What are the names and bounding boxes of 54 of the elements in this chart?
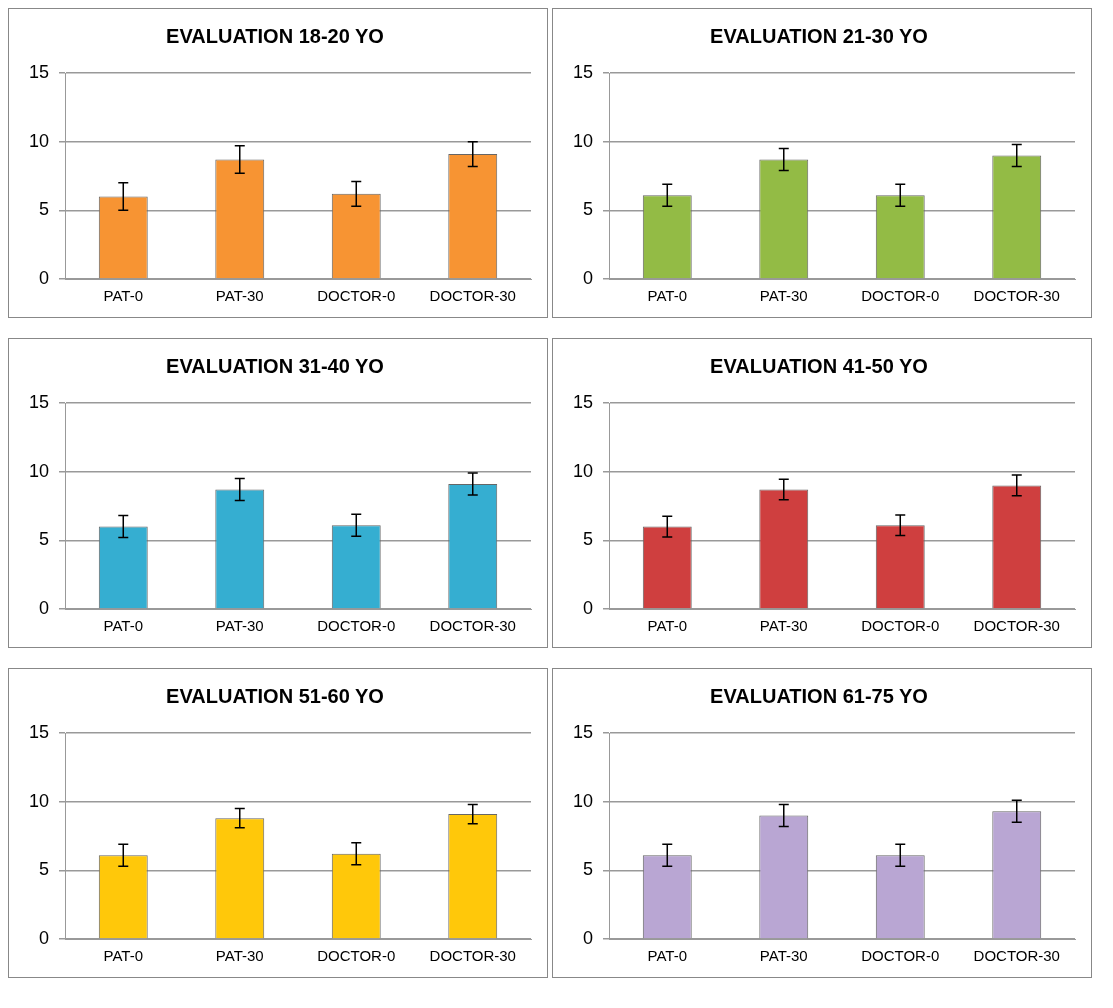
y-tick-label: 15 (572, 391, 594, 412)
y-tick-label: 10 (28, 130, 50, 151)
x-tick-label: DOCTOR-0 (861, 947, 940, 965)
x-tick-label: PAT-0 (647, 947, 687, 965)
x-tick-label: DOCTOR-0 (317, 617, 396, 635)
y-tick-label: 0 (583, 267, 594, 288)
y-tick-label: 15 (28, 721, 50, 742)
y-tick-label: 0 (583, 597, 594, 618)
x-tick-label: PAT-0 (647, 617, 687, 635)
x-tick-label: PAT-30 (215, 287, 264, 305)
y-tick-label: 5 (39, 199, 50, 220)
y-tick-label: 10 (28, 460, 50, 481)
y-tick-label: 0 (39, 597, 50, 618)
x-tick-label: DOCTOR-30 (973, 287, 1060, 305)
y-tick-label: 5 (39, 529, 50, 550)
x-tick-label: PAT-30 (215, 947, 264, 965)
y-tick-label: 15 (572, 61, 594, 82)
x-tick-label: DOCTOR-30 (973, 617, 1060, 635)
x-tick-label: DOCTOR-0 (317, 947, 396, 965)
x-tick-label: PAT-0 (103, 287, 143, 305)
y-tick-label: 0 (39, 927, 50, 948)
y-tick-label: 10 (572, 130, 594, 151)
x-tick-label: PAT-0 (103, 947, 143, 965)
x-tick-label: DOCTOR-30 (429, 287, 516, 305)
y-tick-label: 5 (583, 859, 594, 880)
x-tick-label: DOCTOR-30 (429, 947, 516, 965)
x-tick-label: DOCTOR-0 (861, 287, 940, 305)
chart-title: EVALUATION 51-60 YO (166, 684, 384, 707)
x-tick-label: PAT-30 (759, 947, 808, 965)
x-tick-label: PAT-30 (215, 617, 264, 635)
chart-title: EVALUATION 41-50 YO (710, 354, 928, 377)
y-tick-label: 5 (583, 199, 594, 220)
y-tick-label: 5 (39, 859, 50, 880)
y-tick-label: 15 (28, 61, 50, 82)
chart-title: EVALUATION 18-20 YO (166, 24, 384, 47)
chart-title: EVALUATION 31-40 YO (166, 354, 384, 377)
x-tick-label: DOCTOR-0 (861, 617, 940, 635)
y-tick-label: 0 (583, 927, 594, 948)
x-tick-label: PAT-0 (647, 287, 687, 305)
x-tick-label: PAT-0 (103, 617, 143, 635)
y-tick-label: 10 (28, 790, 50, 811)
y-tick-label: 15 (572, 721, 594, 742)
chart-title: EVALUATION 21-30 YO (710, 24, 928, 47)
y-tick-label: 10 (572, 790, 594, 811)
x-tick-label: DOCTOR-30 (973, 947, 1060, 965)
x-tick-label: DOCTOR-30 (429, 617, 516, 635)
x-tick-label: PAT-30 (759, 617, 808, 635)
y-tick-label: 10 (572, 460, 594, 481)
y-tick-label: 5 (583, 529, 594, 550)
chart-title: EVALUATION 61-75 YO (710, 684, 928, 707)
y-tick-label: 0 (39, 267, 50, 288)
x-tick-label: DOCTOR-0 (317, 287, 396, 305)
y-tick-label: 15 (28, 391, 50, 412)
x-tick-label: PAT-30 (759, 287, 808, 305)
